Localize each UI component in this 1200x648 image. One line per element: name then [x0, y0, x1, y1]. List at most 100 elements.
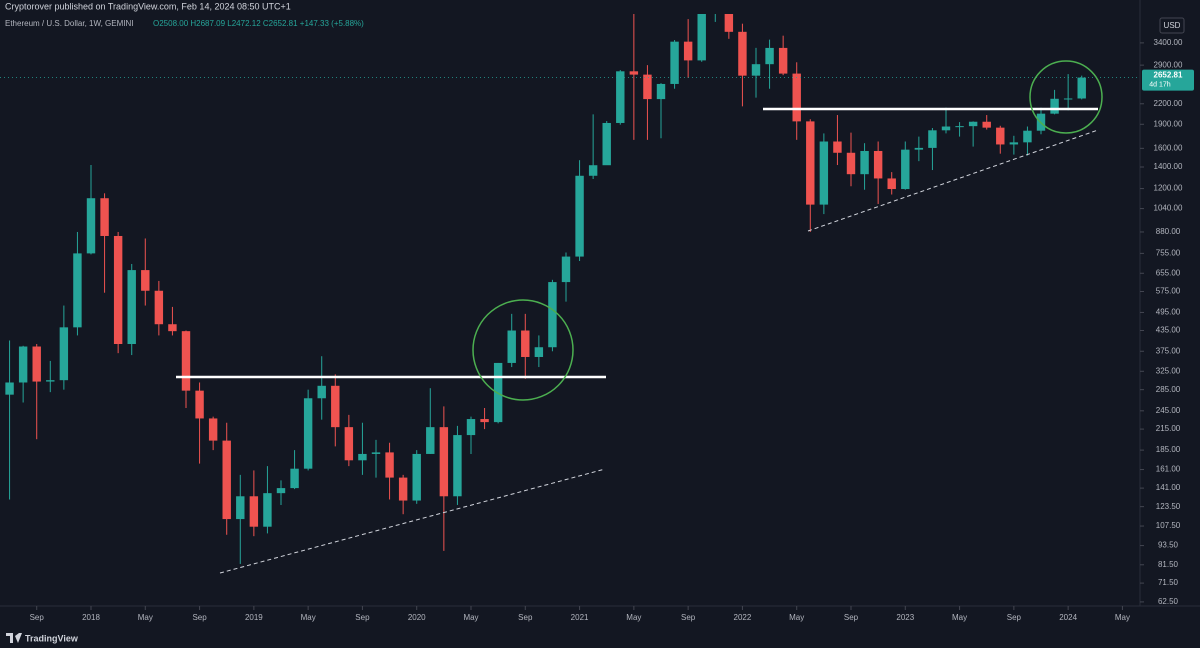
y-tick-label: 1040.00	[1154, 204, 1183, 213]
candle-body	[385, 452, 394, 478]
candle-body	[303, 398, 313, 469]
candle-body	[1050, 98, 1059, 114]
y-tick-label: 375.00	[1156, 346, 1181, 355]
candle-body	[290, 468, 299, 489]
y-tick-label: 123.50	[1156, 502, 1181, 511]
candle-body	[1023, 130, 1032, 143]
published-note: Cryptorover published on TradingView.com…	[5, 1, 291, 11]
candle-body	[113, 235, 123, 345]
candle-body	[168, 324, 177, 332]
candle-body	[86, 198, 96, 254]
countdown-label: 4d 17h	[1149, 81, 1171, 88]
currency-box	[1159, 17, 1185, 34]
y-tick-label: 245.00	[1156, 406, 1181, 415]
candle-body	[32, 346, 41, 382]
candle-body	[480, 419, 489, 423]
candle-body	[819, 141, 829, 205]
candle-body	[656, 83, 666, 100]
candle-body	[629, 71, 639, 75]
candle-body	[561, 256, 571, 283]
candle-body	[1063, 98, 1073, 100]
x-tick-label: Sep	[1007, 613, 1022, 622]
candle-body	[18, 346, 28, 383]
candle-body	[59, 327, 69, 381]
candle-body	[493, 362, 503, 423]
trend-line	[219, 468, 606, 574]
x-tick-label: May	[626, 613, 641, 622]
candle-body	[222, 440, 231, 520]
candle-body	[398, 477, 408, 501]
y-tick-label: 3400.00	[1154, 38, 1183, 47]
y-tick-label: 62.50	[1158, 597, 1179, 606]
candle-body	[331, 385, 340, 428]
y-tick-label: 71.50	[1158, 578, 1179, 587]
candle-body	[521, 330, 530, 357]
x-tick-label: May	[463, 613, 478, 622]
candle-body	[968, 121, 978, 127]
ohlc-readout: O2508.00 H2687.09 L2472.12 C2652.81 +147…	[153, 19, 364, 28]
y-tick-label: 141.00	[1156, 483, 1181, 492]
candle-body	[588, 165, 598, 176]
candle-body	[575, 175, 584, 257]
candle-body	[860, 150, 869, 175]
currency-label: USD	[1164, 21, 1181, 30]
candle-body	[846, 152, 856, 175]
plot-area	[0, 14, 1140, 564]
y-tick-label: 655.00	[1156, 268, 1181, 277]
candle-body	[982, 121, 991, 128]
drawings	[176, 60, 1103, 574]
candle-body	[507, 330, 516, 363]
last-price-label: 2652.81	[1154, 71, 1183, 80]
y-tick-label: 1200.00	[1154, 184, 1183, 193]
candle-body	[928, 130, 937, 148]
y-tick-label: 495.00	[1156, 308, 1181, 317]
x-tick-label: 2021	[571, 613, 589, 622]
x-tick-label: Sep	[518, 613, 533, 622]
symbol-title: Ethereum / U.S. Dollar, 1W, GEMINI	[5, 19, 133, 28]
candle-body	[955, 126, 964, 128]
x-tick-label: 2024	[1059, 613, 1077, 622]
candle-body	[887, 178, 896, 190]
candle-body	[683, 41, 693, 61]
candle-body	[914, 147, 924, 150]
candle-body	[534, 347, 544, 357]
x-tick-label: Sep	[355, 613, 370, 622]
candle-body	[73, 253, 82, 328]
candle-body	[141, 270, 150, 291]
y-tick-label: 575.00	[1156, 287, 1181, 296]
candle-body	[806, 121, 815, 205]
highlight-circle	[472, 299, 574, 401]
candle-body	[643, 74, 652, 100]
x-tick-label: May	[138, 613, 153, 622]
x-tick-label: May	[1115, 613, 1130, 622]
candle-body	[208, 418, 218, 441]
candle-body	[195, 390, 204, 419]
candle-body	[697, 14, 706, 61]
brand-name: TradingView	[25, 633, 79, 643]
candle-body	[439, 427, 449, 497]
x-tick-label: 2023	[896, 613, 914, 622]
y-tick-label: 2200.00	[1154, 99, 1183, 108]
candle-body	[358, 453, 367, 461]
candle-body	[466, 419, 476, 436]
brand-logo	[6, 633, 22, 643]
x-tick-label: Sep	[192, 613, 207, 622]
candle-body	[901, 149, 910, 190]
candle-body	[670, 41, 679, 84]
candle-body	[154, 290, 164, 325]
x-tick-label: 2018	[82, 613, 100, 622]
candle-body	[1077, 77, 1086, 99]
y-tick-label: 325.00	[1156, 366, 1181, 375]
y-tick-label: 285.00	[1156, 385, 1181, 394]
candle-body	[792, 73, 801, 122]
candle-body	[724, 14, 734, 32]
footer	[0, 628, 1200, 648]
y-tick-label: 215.00	[1156, 424, 1181, 433]
candle-body	[616, 71, 625, 123]
y-tick-label: 185.00	[1156, 445, 1181, 454]
y-tick-label: 1400.00	[1154, 162, 1183, 171]
candle-body	[1009, 142, 1019, 145]
